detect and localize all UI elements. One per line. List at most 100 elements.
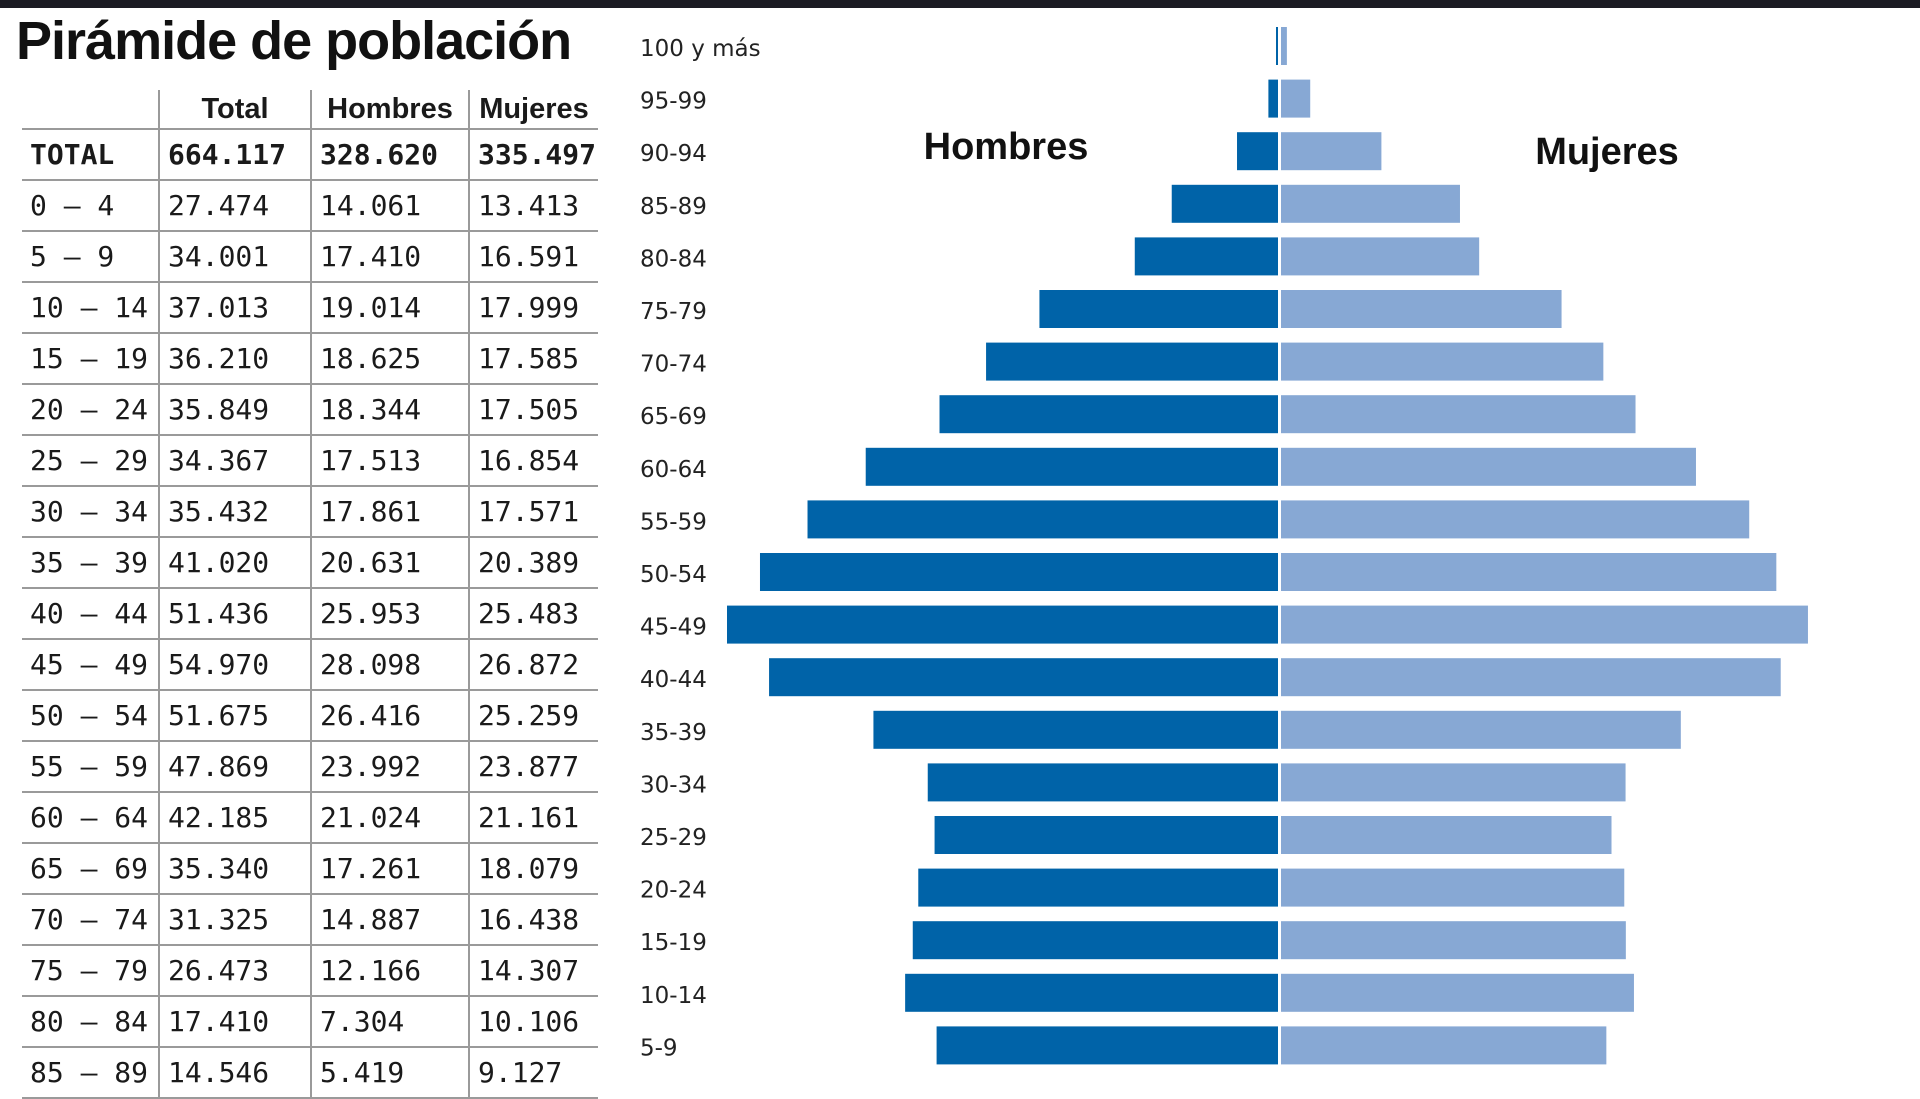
table-row: 5 – 9 34.001 17.410 16.591 — [22, 231, 598, 283]
bar-hombres — [873, 710, 1278, 749]
table-row: 75 – 79 26.473 12.166 14.307 — [22, 945, 598, 997]
table-row: 30 – 34 35.432 17.861 17.571 — [22, 486, 598, 538]
bar-mujeres — [1281, 395, 1636, 434]
table-header-row: Total Hombres Mujeres — [22, 90, 598, 130]
table-cell: 25.259 — [468, 690, 598, 742]
table-cell: 50 – 54 — [22, 690, 159, 742]
category-label: 90-94 — [640, 141, 707, 167]
table-row: 25 – 29 34.367 17.513 16.854 — [22, 435, 598, 487]
table-cell: 17.999 — [468, 282, 598, 334]
table-cell: 17.513 — [310, 435, 469, 487]
table-cell: 42.185 — [158, 792, 311, 844]
table-row: 55 – 59 47.869 23.992 23.877 — [22, 741, 598, 793]
population-table-container: Total Hombres Mujeres TOTAL 664.117 328.… — [22, 90, 598, 1099]
table-header-cell: Hombres — [310, 90, 469, 130]
bar-hombres — [1039, 290, 1278, 328]
table-cell: 51.436 — [158, 588, 311, 640]
table-cell: 75 – 79 — [22, 945, 159, 997]
population-table: Total Hombres Mujeres TOTAL 664.117 328.… — [22, 90, 598, 1099]
table-cell: 0 – 4 — [22, 180, 159, 232]
table-cell: 20.631 — [310, 537, 469, 589]
bar-mujeres — [1281, 342, 1604, 381]
page-title: Pirámide de población — [16, 11, 572, 71]
category-label: 85-89 — [640, 194, 707, 220]
table-row: 65 – 69 35.340 17.261 18.079 — [22, 843, 598, 895]
bar-mujeres — [1281, 27, 1287, 65]
bar-mujeres — [1281, 184, 1460, 223]
table-cell: 47.869 — [158, 741, 311, 793]
table-cell: 13.413 — [468, 180, 598, 232]
category-label: 30-34 — [640, 772, 707, 798]
table-cell: 10 – 14 — [22, 282, 159, 334]
table-cell: 45 – 49 — [22, 639, 159, 691]
table-cell: 35.340 — [158, 843, 311, 895]
table-cell: 35 – 39 — [22, 537, 159, 589]
table-cell: 14.061 — [310, 180, 469, 232]
table-header-cell: Total — [158, 90, 311, 130]
table-cell: 36.210 — [158, 333, 311, 385]
table-cell: 12.166 — [310, 945, 469, 997]
table-cell: 31.325 — [158, 894, 311, 946]
bar-hombres — [1268, 79, 1278, 118]
bar-mujeres — [1281, 605, 1808, 644]
table-row: 10 – 14 37.013 19.014 17.999 — [22, 282, 598, 334]
table-cell: 18.344 — [310, 384, 469, 436]
bar-mujeres — [1281, 658, 1781, 697]
table-cell: 37.013 — [158, 282, 311, 334]
table-cell: 17.585 — [468, 333, 598, 385]
bar-mujeres — [1281, 132, 1382, 171]
bar-mujeres — [1281, 553, 1777, 591]
table-cell: 17.261 — [310, 843, 469, 895]
table-cell: 30 – 34 — [22, 486, 159, 538]
table-cell: 664.117 — [158, 129, 311, 181]
category-label: 5-9 — [640, 1035, 678, 1061]
table-cell: 80 – 84 — [22, 996, 159, 1048]
table-cell: 15 – 19 — [22, 333, 159, 385]
table-cell: 19.014 — [310, 282, 469, 334]
top-rule — [0, 0, 1920, 8]
bar-hombres — [936, 1026, 1278, 1065]
table-cell: 7.304 — [310, 996, 469, 1048]
table-cell: 25.953 — [310, 588, 469, 640]
table-row: 0 – 4 27.474 14.061 13.413 — [22, 180, 598, 232]
category-label: 65-69 — [640, 404, 707, 430]
table-header-cell: Mujeres — [468, 90, 598, 130]
category-label: 40-44 — [640, 667, 707, 693]
bar-hombres — [759, 553, 1278, 591]
table-cell: 20 – 24 — [22, 384, 159, 436]
category-label: 100 y más — [640, 36, 761, 62]
category-label: 10-14 — [640, 983, 707, 1009]
table-cell: 55 – 59 — [22, 741, 159, 793]
table-cell: 34.367 — [158, 435, 311, 487]
bar-hombres — [986, 342, 1278, 381]
table-cell: 51.675 — [158, 690, 311, 742]
table-cell: 41.020 — [158, 537, 311, 589]
table-cell: 40 – 44 — [22, 588, 159, 640]
table-cell: 21.024 — [310, 792, 469, 844]
bar-mujeres — [1281, 500, 1750, 539]
table-cell: 28.098 — [310, 639, 469, 691]
category-label: 25-29 — [640, 825, 707, 851]
category-label: 45-49 — [640, 615, 707, 641]
bar-hombres — [918, 868, 1278, 907]
category-label: 20-24 — [640, 878, 707, 904]
table-cell: 35.432 — [158, 486, 311, 538]
bar-hombres — [905, 973, 1278, 1012]
table-cell: 10.106 — [468, 996, 598, 1048]
table-cell: 16.591 — [468, 231, 598, 283]
bar-hombres — [1276, 27, 1278, 65]
table-total-row: TOTAL 664.117 328.620 335.497 — [22, 129, 598, 181]
legend-label-mujeres: Mujeres — [1535, 131, 1679, 173]
table-cell: 26.473 — [158, 945, 311, 997]
bar-hombres — [927, 763, 1278, 802]
table-cell: 54.970 — [158, 639, 311, 691]
bar-mujeres — [1281, 79, 1311, 118]
table-cell: 16.438 — [468, 894, 598, 946]
table-cell: 25 – 29 — [22, 435, 159, 487]
bar-mujeres — [1281, 973, 1634, 1012]
table-cell: 70 – 74 — [22, 894, 159, 946]
bar-mujeres — [1281, 868, 1625, 907]
table-body: TOTAL 664.117 328.620 335.497 0 – 4 27.47… — [22, 129, 598, 1099]
table-cell: 26.416 — [310, 690, 469, 742]
table-cell: 34.001 — [158, 231, 311, 283]
